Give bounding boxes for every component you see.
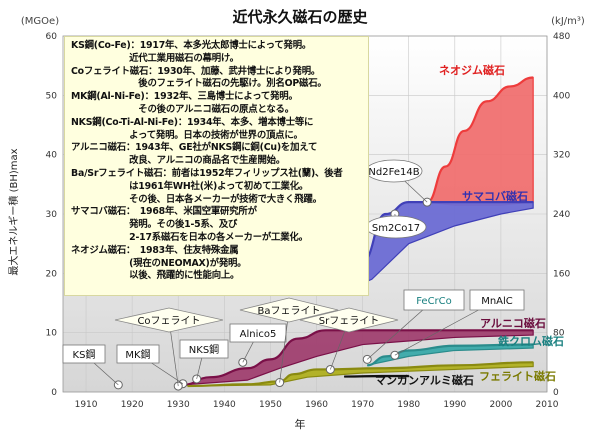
y-tick-label-right: 400 — [553, 91, 570, 101]
x-tick-label: 1930 — [167, 400, 190, 410]
series-label-5: マンガンアルミ磁石 — [375, 373, 474, 387]
series-label-1: サマコバ磁石 — [462, 189, 528, 203]
axis-ticks: 1910 1920 1930 1940 1950 1960 1970 1980 1990 2000… — [46, 32, 571, 410]
x-tick-label: 2000 — [489, 400, 512, 410]
note-line: 後のフェライト磁石の先駆け。別名OP磁石。 — [71, 78, 327, 90]
milestone-label: Srフェライト — [319, 315, 379, 327]
y-tick-label-left: 40 — [46, 151, 58, 161]
series-line-2 — [182, 329, 534, 386]
note-line: 近代工業用磁石の幕明け。 — [71, 52, 239, 64]
milestone-label: MnAlC — [481, 296, 513, 307]
milestone-callout: Coフェライト — [114, 307, 224, 387]
note-line: (現在のNEOMAX)が発明。 — [71, 257, 247, 269]
callout-box — [299, 307, 399, 333]
x-tick-label: 1920 — [121, 400, 144, 410]
note-line: KS鋼(Co-Fe)：1917年、本多光太郎博士によって発明。 — [71, 40, 312, 51]
y-tick-label-left: 20 — [46, 269, 58, 279]
milestone-label: Alnico5 — [240, 329, 277, 340]
note-line: 発明。その後1-5系、及び — [71, 219, 238, 231]
milestone-label: Baフェライト — [258, 305, 321, 317]
series-line-3 — [367, 343, 534, 367]
note-line: その後のアルニコ磁石の原点となる。 — [71, 103, 294, 115]
series-line-0 — [426, 76, 534, 204]
milestone-label: Coフェライト — [137, 315, 200, 327]
milestone-label: MK鋼 — [125, 348, 150, 361]
milestone-callout: Srフェライト — [299, 307, 399, 370]
y-tick-label-right: 80 — [553, 329, 565, 339]
note-line: Coフェライト磁石：1930年、加藤、武井博士により発明。 — [71, 65, 321, 77]
milestone-label: FeCrCo — [416, 296, 452, 307]
callout-leader — [279, 309, 290, 383]
callout-box — [114, 307, 224, 333]
callout-box — [179, 339, 229, 359]
x-tick-label: 1950 — [259, 400, 282, 410]
milestone-callout: FeCrCo — [366, 289, 465, 360]
milestone-label: NKS鋼 — [189, 343, 219, 356]
milestone-callout: MK鋼 — [116, 344, 184, 384]
right-unit-label: (kJ/m³) — [551, 16, 585, 27]
note-line: NKS鋼(Co-Ti-Al-Ni-Fe)：1934年、本多、増本博士等に — [71, 116, 314, 128]
x-tick-label: 1940 — [213, 400, 236, 410]
series-label-2: アルニコ磁石 — [480, 316, 546, 330]
left-unit-label: (MGOe) — [21, 16, 59, 27]
series-label-4: フェライト磁石 — [479, 369, 556, 383]
milestone-callout: KS鋼 — [62, 344, 119, 386]
note-line: 以後、飛躍的に性能向上。 — [71, 270, 240, 282]
y-tick-label-right: 480 — [553, 32, 570, 42]
note-line: Ba/Srフェライト磁石：前者は1952年フィリップス社(蘭)、後者 — [71, 167, 343, 179]
note-line: サマコバ磁石： 1968年、米国空軍研究所が — [71, 206, 257, 218]
y-tick-label-right: 160 — [553, 269, 570, 279]
note-line: 改良、アルニコの商品名で生産開始。 — [71, 155, 285, 167]
callout-box — [469, 289, 525, 311]
y-tick-label-left: 30 — [46, 210, 58, 220]
note-line: は1961年WH社(米)よって初めて工業化。 — [71, 180, 309, 192]
y-tick-label-left: 60 — [46, 32, 58, 42]
milestone-callout: NKS鋼 — [179, 339, 229, 380]
note-line: 2-17系磁石を日本の各メーカーが工業化。 — [71, 231, 308, 243]
y-tick-label-right: 0 — [553, 388, 559, 398]
x-tick-label: 1980 — [397, 400, 420, 410]
milestone-label: Sm2Co17 — [372, 223, 420, 234]
note-line: その後、日本各メーカーが技術で大きく飛躍。 — [71, 193, 322, 205]
x-axis-title: 年 — [295, 417, 306, 431]
note-line: アルニコ磁石：1943年、GE社がNKS鋼に銅(Cu)を加えて — [71, 142, 318, 154]
series-areas — [182, 76, 534, 388]
milestone-callout: Baフェライト — [239, 297, 339, 383]
note-line: MK鋼(Al-Ni-Fe)：1932年、三島博士によって発明。 — [71, 91, 298, 103]
x-tick-label: 1960 — [305, 400, 328, 410]
callout-box — [116, 344, 160, 364]
x-tick-label: 1990 — [443, 400, 466, 410]
y-tick-label-left: 0 — [51, 388, 57, 398]
y-tick-label-right: 240 — [553, 210, 570, 220]
series-label-0: ネオジム磁石 — [439, 63, 505, 77]
chart-title: 近代永久磁石の歴史 — [232, 8, 368, 26]
callout-box — [403, 289, 465, 311]
series-line-5 — [344, 374, 409, 378]
y-tick-label-left: 50 — [46, 91, 58, 101]
x-tick-label: 1910 — [75, 400, 98, 410]
y-tick-label-right: 320 — [553, 151, 570, 161]
history-notes-box: KS鋼(Co-Fe)：1917年、本多光太郎博士によって発明。 近代工業用磁石の… — [64, 36, 369, 296]
series-line-4 — [187, 361, 534, 388]
y-axis-title: 最大エネルギー積 (BH)max — [7, 148, 20, 275]
milestone-callout: MnAlC — [394, 289, 525, 356]
x-tick-label: 2010 — [536, 400, 559, 410]
callout-box — [62, 344, 106, 364]
note-line: ネオジム磁石： 1983年、住友特殊金属 — [71, 244, 239, 256]
milestone-label: KS鋼 — [73, 348, 96, 361]
callout-box — [239, 297, 339, 323]
x-tick-label: 1970 — [351, 400, 374, 410]
milestone-label: Nd2Fe14B — [368, 167, 419, 178]
series-label-3: 鉄クロム磁石 — [498, 334, 564, 348]
y-tick-label-left: 10 — [46, 329, 58, 339]
note-line: よって発明。日本の技術が世界の頂点に。 — [71, 129, 303, 141]
